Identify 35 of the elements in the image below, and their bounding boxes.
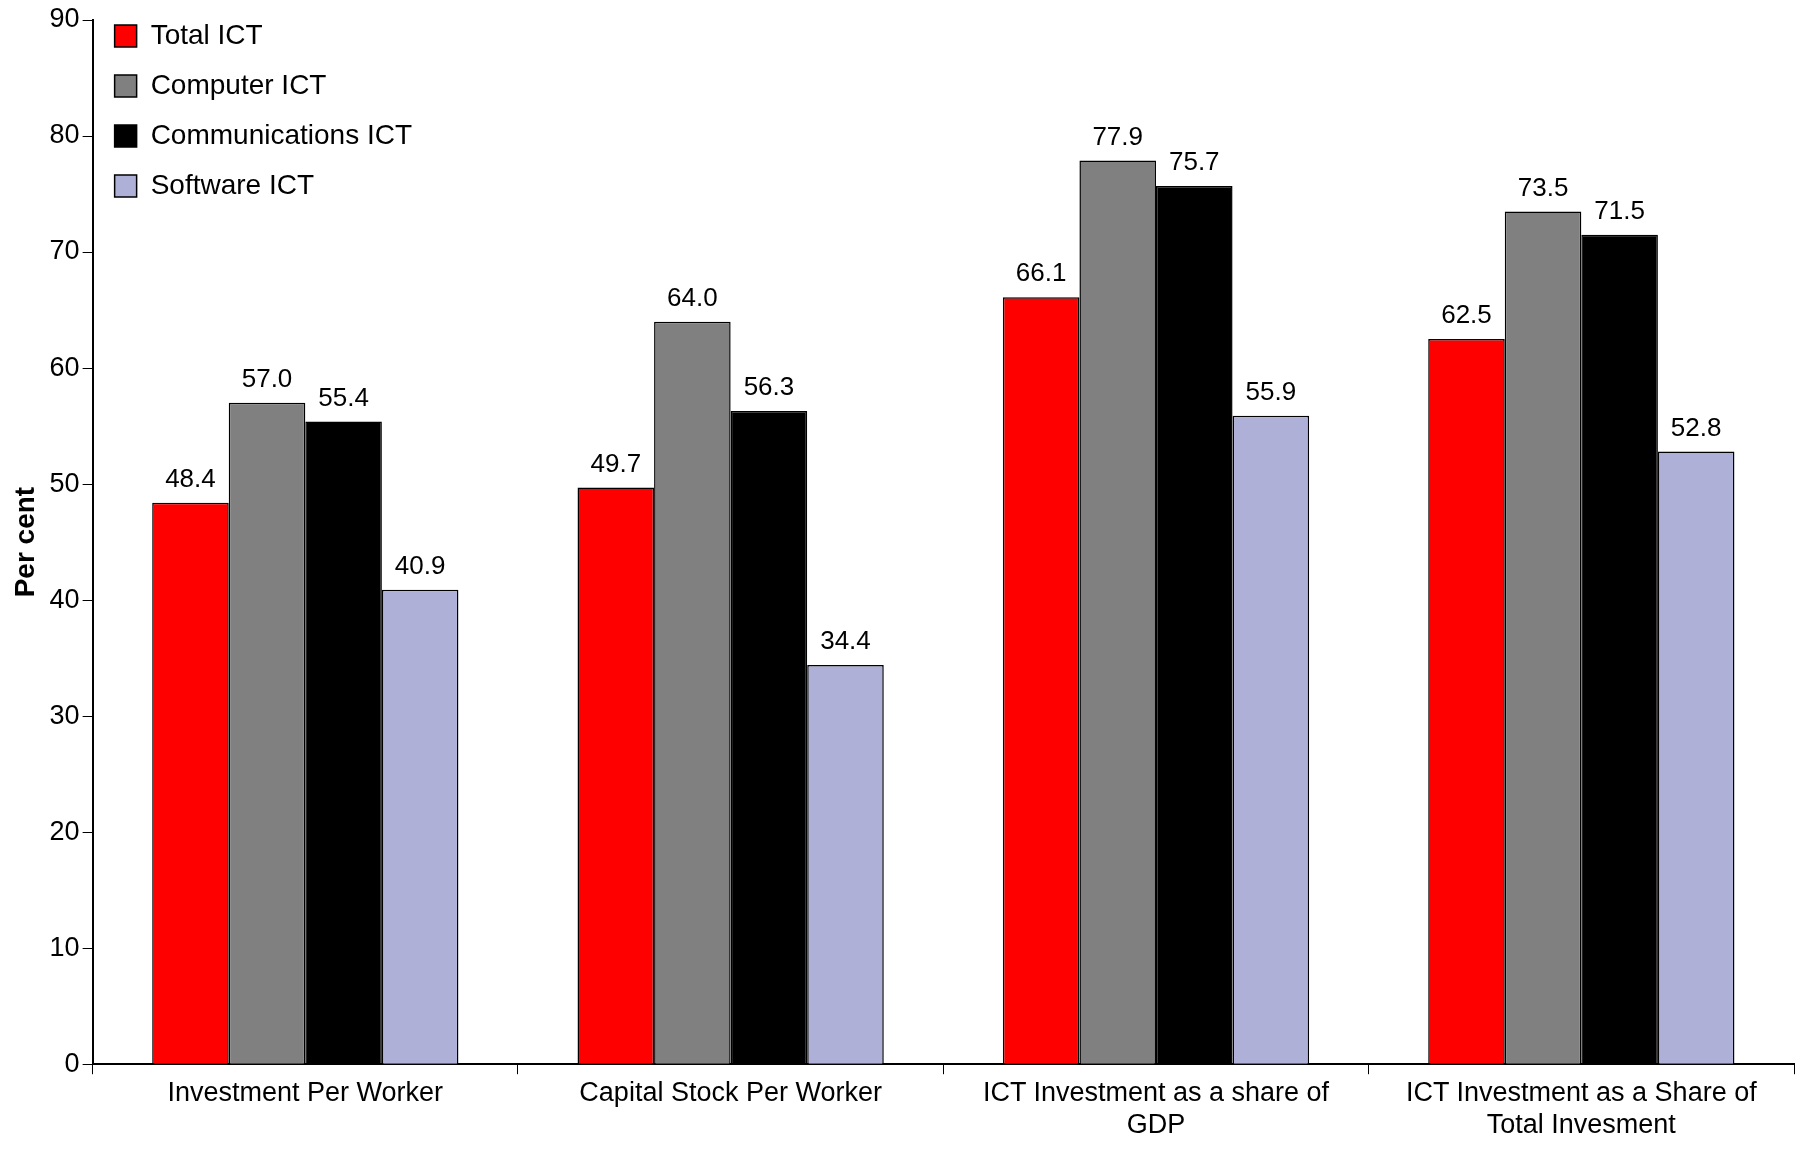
data-label: 71.5 xyxy=(1594,194,1645,225)
legend-label: Communications ICT xyxy=(150,118,413,150)
data-label: 55.9 xyxy=(1245,375,1297,406)
data-label: 57.0 xyxy=(241,363,293,394)
y-axis-title: Per cent xyxy=(8,486,40,598)
data-label: 64.0 xyxy=(667,281,718,312)
legend-label: Computer ICT xyxy=(150,68,327,100)
y-tick-label: 50 xyxy=(49,467,80,498)
y-tick-label: 0 xyxy=(64,1047,80,1078)
data-label: 77.9 xyxy=(1092,120,1144,151)
legend-label: Software ICT xyxy=(150,168,315,200)
x-tick-label: ICT Investment as a Share of Total Invesment xyxy=(1405,1076,1758,1140)
y-tick-label: 10 xyxy=(49,931,80,962)
x-tick-label: Capital Stock Per Worker xyxy=(579,1076,882,1107)
y-tick-label: 20 xyxy=(49,815,80,846)
y-tick-label: 60 xyxy=(49,351,80,382)
data-label: 75.7 xyxy=(1168,146,1220,177)
data-label: 40.9 xyxy=(394,549,446,580)
data-label: 66.1 xyxy=(1015,257,1067,288)
data-label: 49.7 xyxy=(590,447,642,478)
y-tick-label: 30 xyxy=(49,699,80,730)
y-tick-label: 80 xyxy=(49,119,80,150)
y-tick-label: 40 xyxy=(49,583,80,614)
x-tick-label: Investment Per Worker xyxy=(167,1076,444,1107)
data-label: 73.5 xyxy=(1517,171,1569,202)
data-label: 52.8 xyxy=(1670,411,1722,442)
data-label: 48.4 xyxy=(165,462,216,493)
data-label: 55.4 xyxy=(318,381,369,412)
y-tick-label: 70 xyxy=(49,235,80,266)
data-label: 56.3 xyxy=(743,371,795,402)
x-tick-label: ICT Investment as a share of GDP xyxy=(982,1076,1330,1140)
legend-label: Total ICT xyxy=(150,18,263,50)
data-label: 34.4 xyxy=(820,625,871,656)
y-tick-label: 90 xyxy=(49,3,80,34)
data-label: 62.5 xyxy=(1441,299,1492,330)
